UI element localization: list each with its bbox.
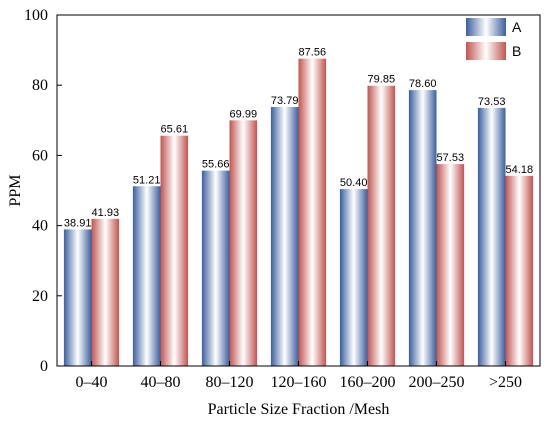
y-tick-label: 100 xyxy=(24,7,48,24)
legend: AB xyxy=(466,18,522,60)
bar-b-5 xyxy=(436,164,465,366)
bar-b-4 xyxy=(367,85,396,366)
data-label-b-5: 57.53 xyxy=(437,152,465,164)
x-tick-label: 0–40 xyxy=(76,374,108,391)
y-tick-label: 80 xyxy=(32,77,48,94)
legend-swatch-a xyxy=(466,18,506,36)
bar-a-4 xyxy=(339,189,368,366)
bar-b-2 xyxy=(229,120,258,366)
y-axis-title: PPM xyxy=(7,174,24,206)
y-tick-label: 60 xyxy=(32,147,48,164)
data-label-a-6: 73.53 xyxy=(478,96,506,108)
y-tick-label: 40 xyxy=(32,218,48,235)
axes-group: 0–40 40–80 80–120 120–160 160–200 200–250 >250… xyxy=(24,7,541,391)
data-label-b-6: 54.18 xyxy=(506,164,534,176)
x-tick-label: 120–160 xyxy=(271,374,327,391)
data-label-a-4: 50.40 xyxy=(340,177,368,189)
bar-b-6 xyxy=(505,175,534,366)
data-label-b-2: 69.99 xyxy=(230,108,258,120)
bar-b-0 xyxy=(91,218,120,366)
plot-frame xyxy=(56,14,541,367)
x-tick-label: 40–80 xyxy=(141,374,181,391)
bar-a-3 xyxy=(270,107,299,366)
data-label-a-0: 38.91 xyxy=(64,217,92,229)
x-tick-label: 160–200 xyxy=(340,374,396,391)
data-label-a-1: 51.21 xyxy=(133,174,161,186)
x-tick-label: >250 xyxy=(489,374,522,391)
bar-a-0 xyxy=(63,229,92,366)
x-tick-label: 80–120 xyxy=(206,374,254,391)
data-label-b-0: 41.93 xyxy=(92,207,120,219)
bar-b-3 xyxy=(298,58,327,366)
data-label-b-3: 87.56 xyxy=(299,47,327,59)
legend-label-a: A xyxy=(512,19,522,35)
bar-b-1 xyxy=(160,135,189,366)
bar-a-6 xyxy=(477,107,506,366)
data-label-b-4: 79.85 xyxy=(368,74,396,86)
bar-a-1 xyxy=(132,186,161,366)
bar-a-2 xyxy=(201,170,230,366)
legend-swatch-b xyxy=(466,42,506,60)
data-label-a-5: 78.60 xyxy=(409,78,437,90)
data-label-a-3: 73.79 xyxy=(271,95,299,107)
y-tick-label: 20 xyxy=(32,288,48,305)
y-tick-label: 0 xyxy=(40,358,48,375)
x-axis-title: Particle Size Fraction /Mesh xyxy=(208,401,390,418)
x-tick-label: 200–250 xyxy=(409,374,465,391)
data-label-a-2: 55.66 xyxy=(202,159,230,171)
bars-group xyxy=(63,58,534,367)
bar-a-5 xyxy=(408,90,437,367)
legend-label-b: B xyxy=(512,43,521,59)
data-label-b-1: 65.61 xyxy=(161,124,189,136)
